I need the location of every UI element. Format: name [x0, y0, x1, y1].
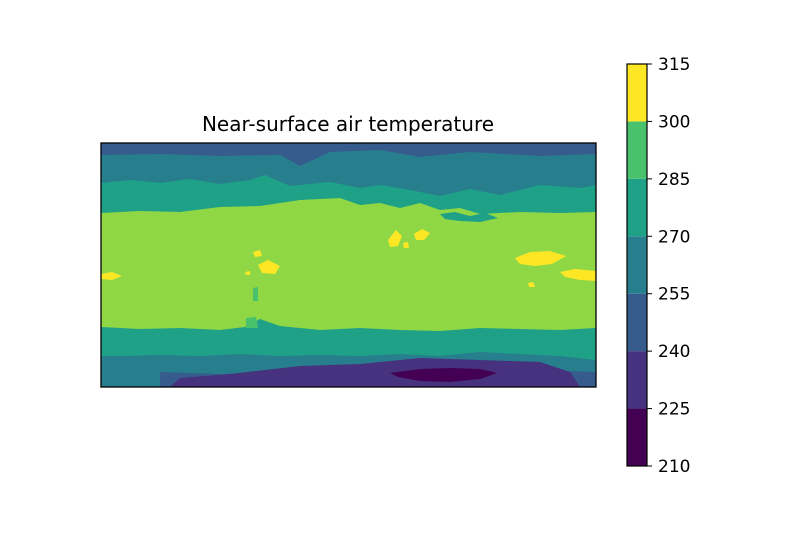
north-pockets — [440, 212, 498, 222]
colorbar-tick-label: 300 — [658, 112, 690, 132]
colorbar-tick-label: 255 — [658, 285, 690, 305]
colorbar-segment-255-270 — [627, 236, 647, 294]
colorbar-segment-285-300 — [627, 121, 647, 179]
colorbar-tick-label: 315 — [658, 55, 690, 75]
colorbar-segment-270-285 — [627, 178, 647, 237]
contour-band-225-240 — [170, 358, 580, 387]
colorbar-segment-300-315 — [627, 64, 647, 122]
temperature-map — [100, 142, 597, 388]
colorbar: 210 225 240 255 270 285 300 315 — [626, 55, 690, 477]
chart-title: Near-surface air temperature — [202, 112, 494, 136]
colorbar-tick-label: 270 — [658, 227, 690, 247]
colorbar-tick-label: 210 — [658, 457, 690, 477]
cool-pockets — [246, 287, 258, 328]
colorbar-tick-label: 285 — [658, 170, 690, 190]
colorbar-segment-240-255 — [627, 293, 647, 352]
colorbar-frame — [626, 63, 648, 467]
colorbar-segment-225-240 — [627, 351, 647, 409]
contour-band-285-300 — [101, 198, 596, 331]
colorbar-tick-label: 240 — [658, 342, 690, 362]
contour-band-210-225 — [390, 368, 497, 382]
colorbar-segment-210-225 — [627, 408, 647, 466]
warm-spots — [101, 229, 596, 287]
colorbar-tick-label: 225 — [658, 400, 690, 420]
map-frame — [100, 142, 597, 388]
